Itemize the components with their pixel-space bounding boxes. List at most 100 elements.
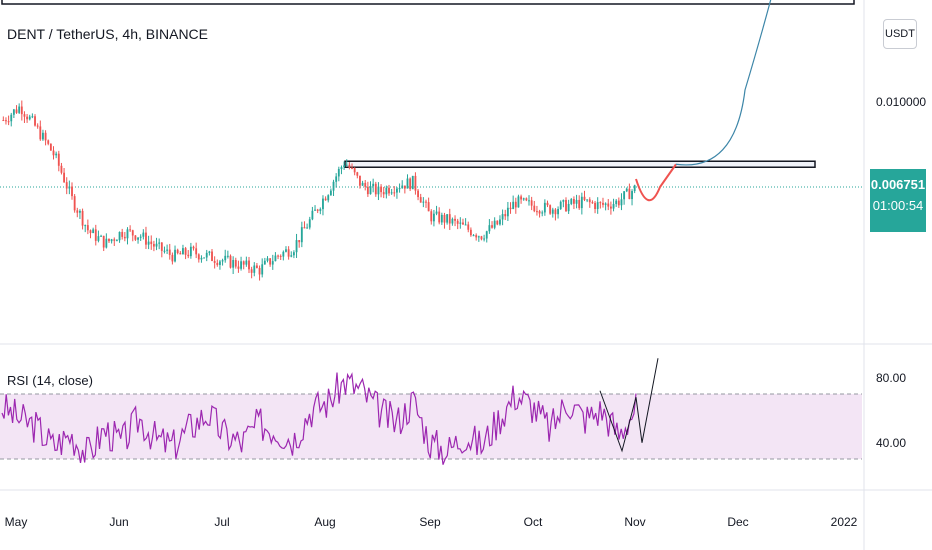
candle-body (160, 242, 163, 251)
candle-body (18, 106, 21, 113)
candle-body (295, 240, 298, 253)
candle-body (393, 192, 396, 194)
candle-body (81, 210, 84, 226)
candle-body (594, 202, 596, 210)
projection-path (635, 163, 677, 201)
candle-body (620, 199, 623, 206)
candle-body (47, 140, 50, 144)
candle-body (530, 200, 533, 206)
candle-body (340, 167, 343, 170)
candle-body (329, 190, 332, 196)
candle-body (623, 191, 626, 200)
rsi-title: RSI (14, close) (7, 373, 93, 388)
candle-body (224, 255, 227, 261)
candle-body (115, 240, 118, 242)
candle-body (599, 202, 602, 204)
candle-body (496, 220, 499, 225)
candle-body (5, 120, 7, 122)
currency-button[interactable]: USDT (883, 19, 917, 49)
candle-body (467, 224, 470, 230)
candle-body (129, 229, 132, 231)
candle-body (126, 229, 129, 239)
candle-body (353, 167, 356, 173)
candle-body (398, 188, 401, 190)
candle-body (359, 175, 361, 186)
time-axis-label: Jul (214, 515, 229, 529)
candle-body (557, 209, 559, 215)
candle-body (200, 257, 203, 260)
candle-body (480, 236, 483, 240)
candle-body (419, 197, 422, 203)
candle-body (89, 230, 92, 234)
candle-body (438, 211, 441, 223)
candle-body (380, 186, 383, 193)
candle-body (248, 260, 250, 270)
candle-body (213, 260, 216, 263)
candle-body (242, 261, 245, 265)
candle-body (303, 227, 306, 229)
candle-body (97, 236, 100, 241)
candle-body (409, 178, 412, 190)
candle-body (49, 143, 52, 151)
candle-body (551, 209, 554, 214)
candle-body (440, 214, 443, 223)
candle-body (290, 255, 293, 257)
candle-body (145, 232, 147, 245)
candle-body (483, 238, 486, 240)
candle-body (520, 196, 523, 200)
candle-body (226, 255, 229, 257)
candle-body (512, 201, 515, 210)
candle-body (414, 175, 417, 191)
candle-body (314, 209, 316, 211)
candle-body (446, 214, 449, 223)
candle-body (316, 209, 319, 211)
candle-body (232, 260, 235, 268)
candle-body (477, 236, 480, 238)
candle-body (448, 214, 451, 224)
candle-body (308, 219, 311, 228)
candle-body (324, 198, 327, 201)
candle-body (625, 188, 628, 192)
candle-body (528, 200, 530, 202)
candle-body (7, 121, 10, 123)
current-price-tag: 0.006751 01:00:54 (870, 169, 926, 232)
candle-body (205, 252, 208, 258)
candle-body (427, 202, 430, 212)
candle-body (356, 172, 359, 176)
candle-body (432, 213, 435, 222)
candle-body (184, 248, 187, 255)
candle-body (76, 210, 79, 213)
candle-body (2, 120, 5, 122)
candle-body (361, 182, 364, 186)
candle-body (425, 201, 427, 203)
candle-body (628, 188, 631, 200)
bar-countdown-label: 01:00:54 (872, 198, 924, 213)
candle-body (195, 248, 198, 255)
candle-body (607, 203, 610, 207)
candle-body (583, 196, 586, 200)
candle-body (60, 165, 63, 173)
time-axis-label: May (5, 515, 28, 529)
candle-body (121, 231, 124, 237)
candle-body (411, 175, 414, 190)
candle-body (615, 200, 618, 205)
candle-body (79, 210, 81, 213)
candle-body (118, 231, 121, 241)
candle-body (269, 258, 272, 265)
candle-body (456, 220, 459, 224)
candle-body (192, 246, 195, 249)
candle-body (263, 260, 266, 265)
candle-body (501, 214, 504, 220)
candle-body (488, 225, 491, 232)
candle-body (493, 220, 496, 228)
time-axis-label: Jun (109, 515, 128, 529)
candle-body (570, 199, 573, 204)
candle-body (174, 249, 176, 262)
candle-body (604, 203, 607, 205)
candle-body (102, 235, 105, 248)
candle-body (596, 202, 599, 210)
candle-body (163, 250, 166, 252)
candle-body (292, 252, 295, 256)
candle-body (543, 202, 546, 213)
